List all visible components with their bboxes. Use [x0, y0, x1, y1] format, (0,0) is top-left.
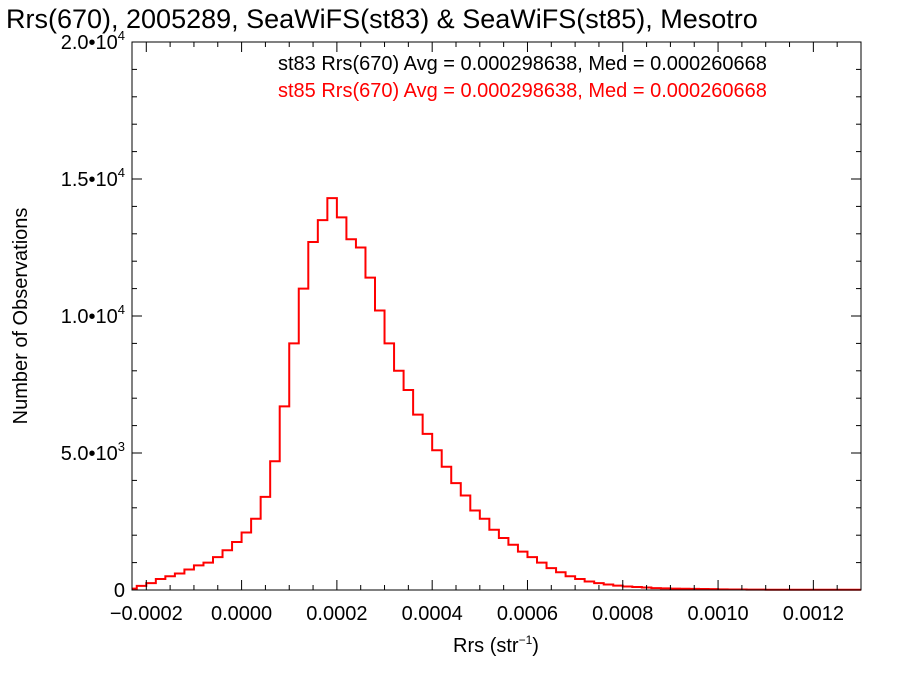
x-tick-label: 0.0000	[211, 603, 272, 625]
x-tick-label: 0.0006	[497, 603, 558, 625]
y-tick-exponent: 3	[118, 439, 125, 454]
y-tick-mantissa: 5.0•10	[61, 443, 118, 465]
x-axis-label: Rrs (str−1)	[453, 633, 539, 657]
y-tick-label: 5.0•103	[61, 439, 125, 465]
chart-title: Rrs(670), 2005289, SeaWiFS(st83) & SeaWi…	[6, 4, 758, 34]
x-tick-label: 0.0010	[687, 603, 748, 625]
stats-annotation: st83 Rrs(670) Avg = 0.000298638, Med = 0…	[278, 53, 767, 75]
x-tick-label: 0.0008	[592, 603, 653, 625]
x-tick-label: 0.0012	[783, 603, 844, 625]
series-st85	[132, 197, 861, 591]
y-tick-mantissa: 2.0•10	[61, 32, 118, 54]
x-axis-label-sup: −1	[519, 633, 533, 647]
x-axis-label-close: )	[532, 635, 539, 657]
y-tick-label: 1.5•104	[61, 165, 125, 191]
x-axis-label-main: Rrs (str	[453, 635, 519, 657]
y-tick-exponent: 4	[118, 28, 125, 43]
y-tick-label: 1.0•104	[61, 302, 125, 328]
histogram-step-line	[132, 197, 861, 591]
stats-annotation: st85 Rrs(670) Avg = 0.000298638, Med = 0…	[278, 80, 767, 102]
x-tick-label: −0.0002	[110, 603, 183, 625]
y-tick-mantissa: 0	[114, 580, 125, 602]
y-tick-exponent: 4	[118, 302, 125, 317]
y-tick-label: 2.0•104	[61, 28, 125, 54]
y-tick-exponent: 4	[118, 165, 125, 180]
y-axis-label: Number of Observations	[10, 208, 32, 425]
x-tick-label: 0.0002	[306, 603, 367, 625]
x-tick-label: 0.0004	[402, 603, 463, 625]
y-tick-label: 0	[114, 580, 125, 602]
y-tick-mantissa: 1.5•10	[61, 169, 118, 191]
plot-frame	[131, 41, 862, 591]
y-tick-mantissa: 1.0•10	[61, 306, 118, 328]
